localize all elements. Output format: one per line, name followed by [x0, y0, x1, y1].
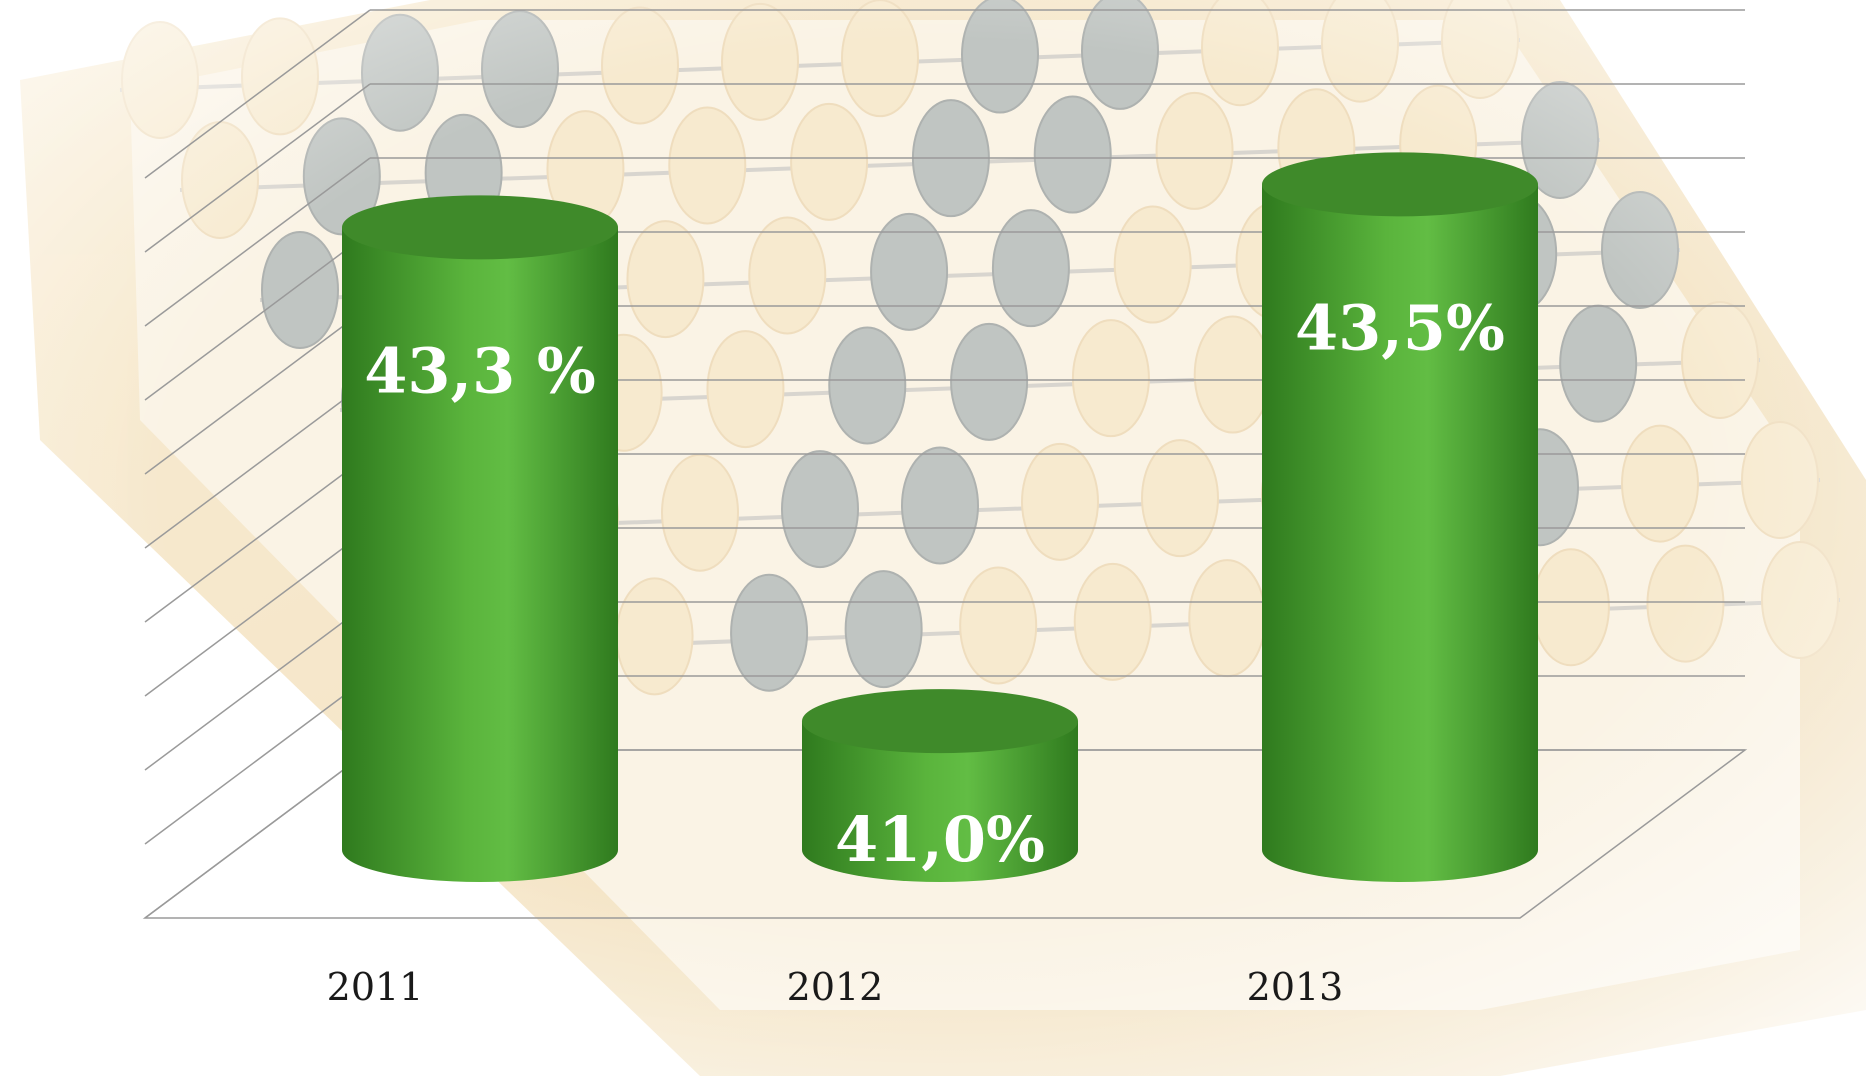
- bar-top-cap: [802, 689, 1078, 754]
- data-label-2013: 43,5%: [1295, 291, 1505, 364]
- bar-body: [1262, 184, 1538, 883]
- bar-body: [342, 227, 618, 883]
- gridline-side: [144, 453, 371, 623]
- gridline-side: [144, 305, 371, 475]
- data-label-2012: 41,0%: [835, 803, 1045, 876]
- category-label-2011: 2011: [327, 965, 424, 1009]
- category-labels: 2011 2012 2013: [327, 965, 1344, 1009]
- data-labels: 43,3 % 41,0% 43,5%: [364, 291, 1505, 876]
- bar-top-cap: [1262, 152, 1538, 217]
- gridline-side: [144, 9, 371, 179]
- gridline-side: [144, 675, 371, 845]
- bar-top-cap: [342, 195, 618, 260]
- data-label-2011: 43,3 %: [364, 334, 596, 407]
- bar-2012: [802, 689, 1078, 882]
- category-label-2013: 2013: [1247, 965, 1344, 1009]
- bar-2013: [1262, 152, 1538, 883]
- gridline-side: [144, 379, 371, 549]
- gridline-side: [144, 157, 371, 327]
- gridline-side: [144, 83, 371, 253]
- gridline-side: [144, 601, 371, 771]
- bar-body: [802, 721, 1078, 882]
- bars: [342, 152, 1538, 883]
- gridlines: [142, 9, 1748, 919]
- category-label-2012: 2012: [787, 965, 884, 1009]
- bar-2011: [342, 195, 618, 883]
- gridline-side: [144, 231, 371, 401]
- chart-floor: [142, 749, 1748, 919]
- gridline-side: [144, 527, 371, 697]
